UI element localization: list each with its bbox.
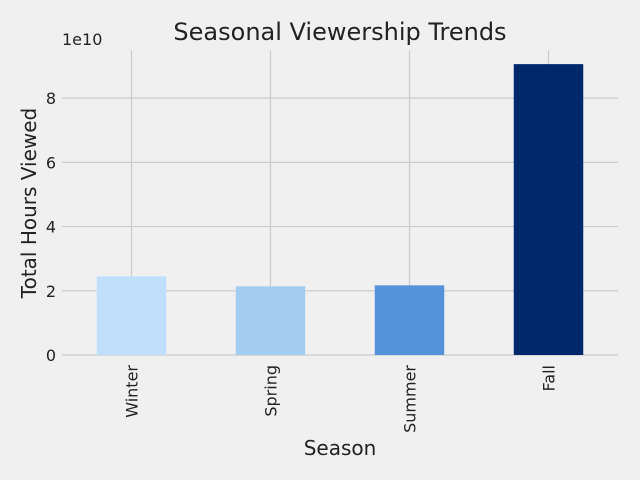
- y-tick-label: 4: [46, 218, 56, 237]
- bar-summer: [374, 285, 445, 355]
- chart-title: Seasonal Viewership Trends: [173, 18, 506, 46]
- x-tick-label: Winter: [123, 365, 142, 418]
- y-tick-label: 2: [46, 282, 56, 301]
- x-tick-label: Spring: [262, 365, 281, 417]
- y-tick-label: 8: [46, 89, 56, 108]
- bar-layer: [96, 64, 584, 355]
- y-tick-label: 6: [46, 153, 56, 172]
- bar-spring: [235, 286, 306, 355]
- y-axis-offset-label: 1e10: [62, 30, 102, 49]
- bar-winter: [96, 276, 167, 355]
- y-tick-label: 0: [46, 346, 56, 365]
- tick-layer: 0 2 4 6 8 Winter Spring Summer Fall: [46, 89, 559, 433]
- x-axis-label: Season: [304, 436, 377, 460]
- x-tick-label: Fall: [540, 365, 559, 391]
- x-tick-label: Summer: [401, 365, 420, 433]
- bar-fall: [513, 64, 584, 355]
- y-axis-label: Total Hours Viewed: [17, 108, 41, 299]
